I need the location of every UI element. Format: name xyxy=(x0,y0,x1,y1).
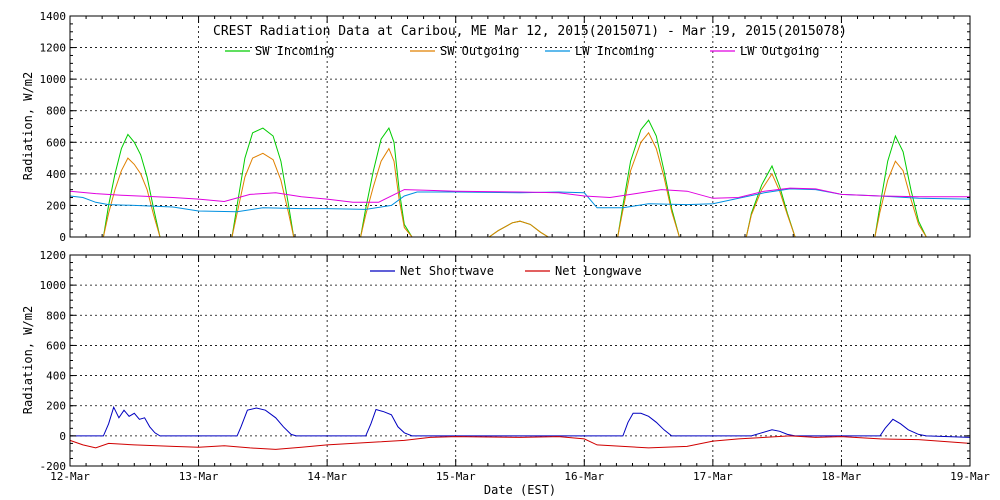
bottom-legend-label-net-longwave: Net Longwave xyxy=(555,264,642,278)
x-axis-label: Date (EST) xyxy=(484,483,556,497)
bottom-y-axis-label: Radiation, W/m2 xyxy=(21,306,35,414)
top-y-axis-label: Radiation, W/m2 xyxy=(21,72,35,180)
top-plot-frame xyxy=(69,15,971,238)
bottom-x-tick-label: 17-Mar xyxy=(693,470,733,483)
bottom-x-tick-label: 12-Mar xyxy=(50,470,90,483)
bottom-legend-label-net-shortwave: Net Shortwave xyxy=(400,264,494,278)
top-series-lw-outgoing xyxy=(69,187,970,203)
bottom-y-tick-label: 200 xyxy=(46,400,66,413)
bottom-y-tick-label: 800 xyxy=(46,309,66,322)
top-panel: 0 200 400 600 800 1000 1200 1400 SW Incoming SW O… xyxy=(40,10,971,244)
bottom-y-tick-label: 400 xyxy=(46,370,66,383)
top-series-sw-incoming xyxy=(70,119,970,238)
top-legend-label-lw-outgoing: LW Outgoing xyxy=(740,44,819,58)
top-y-tick-label: 600 xyxy=(46,136,66,149)
bottom-y-tick-label: 1200 xyxy=(40,249,67,262)
top-legend-label-sw-incoming: SW Incoming xyxy=(255,44,334,58)
bottom-series-net-longwave xyxy=(69,435,971,450)
bottom-y-tick-label: 0 xyxy=(59,430,66,443)
top-y-tick-label: 1000 xyxy=(40,73,67,86)
bottom-series-net-shortwave xyxy=(70,405,971,438)
bottom-x-tick-label: 19-Mar xyxy=(950,470,990,483)
top-legend-label-lw-incoming: LW Incoming xyxy=(575,44,654,58)
top-y-tick-label: 200 xyxy=(46,199,66,212)
bottom-x-tick-label: 14-Mar xyxy=(307,470,347,483)
bottom-plot-frame xyxy=(69,254,971,467)
top-y-tick-label: 0 xyxy=(59,231,66,244)
chart-title: CREST Radiation Data at Caribou, ME Mar … xyxy=(213,24,847,39)
bottom-y-tick-label: 1000 xyxy=(40,279,67,292)
bottom-x-tick-label: 16-Mar xyxy=(564,470,604,483)
top-series-sw-outgoing xyxy=(70,131,970,238)
bottom-x-tick-label: 13-Mar xyxy=(179,470,219,483)
bottom-x-tick-label: 15-Mar xyxy=(436,470,476,483)
bottom-x-tick-label: 18-Mar xyxy=(822,470,862,483)
top-legend-label-sw-outgoing: SW Outgoing xyxy=(440,44,519,58)
top-y-tick-label: 1200 xyxy=(40,42,67,55)
bottom-y-tick-label: 600 xyxy=(46,339,66,352)
top-y-tick-label: 800 xyxy=(46,105,66,118)
bottom-panel: -200 0 200 400 600 800 1000 1200 12-Mar 13-Mar 14-… xyxy=(40,249,991,483)
top-y-tick-label: 1400 xyxy=(40,10,67,23)
top-y-tick-label: 400 xyxy=(46,168,66,181)
top-series-lw-incoming xyxy=(69,188,971,213)
bottom-y-tick-label: -200 xyxy=(40,460,67,473)
